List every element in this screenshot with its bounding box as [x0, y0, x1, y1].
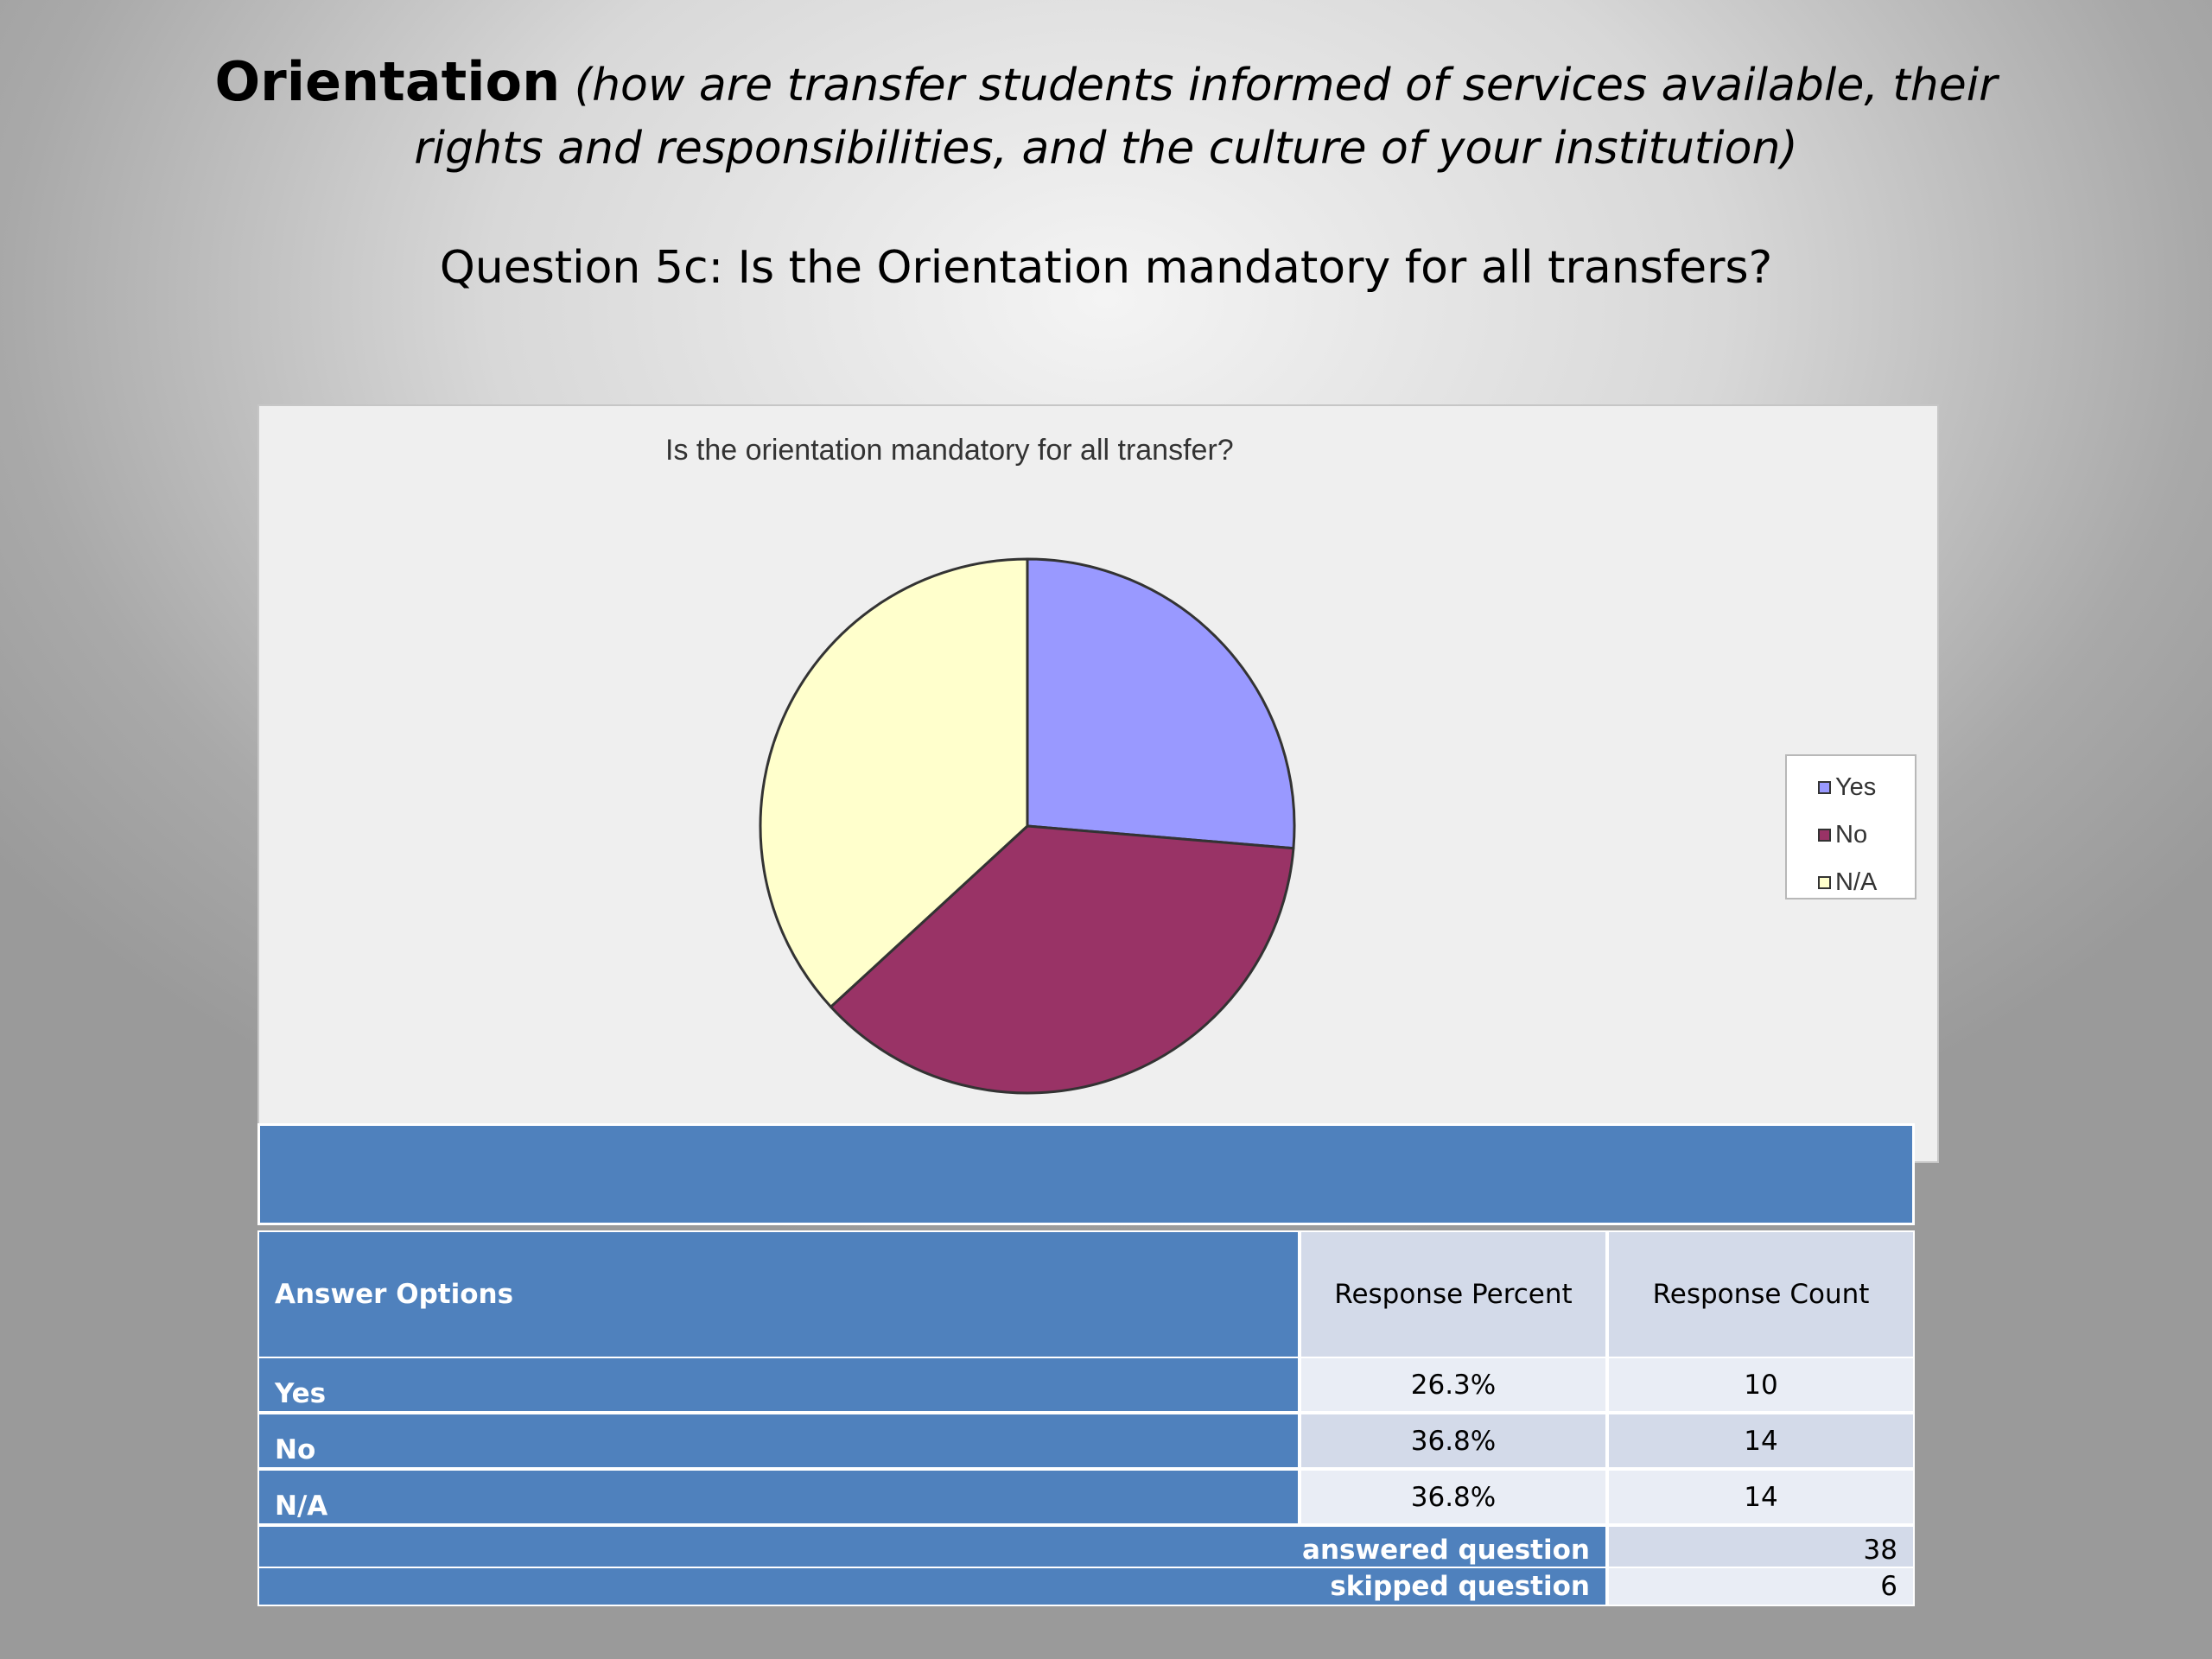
skipped-question-value: 6 — [1607, 1567, 1915, 1606]
pie-slice-yes — [1026, 557, 1296, 850]
row-percent: 26.3% — [1300, 1357, 1607, 1413]
row-option-text: Yes — [275, 1377, 327, 1409]
slide-title-subtitle: (how are transfer students informed of s… — [414, 60, 1998, 175]
legend-item-yes: Yes — [1818, 770, 1876, 804]
chart-panel — [257, 404, 1939, 1163]
row-option-text: N/A — [275, 1490, 328, 1522]
legend-item-na: N/A — [1818, 865, 1877, 899]
legend-label: Yes — [1835, 772, 1877, 801]
legend-swatch — [1818, 828, 1831, 842]
chart-title: Is the orientation mandatory for all tra… — [665, 434, 1234, 467]
row-percent-text: 26.3% — [1410, 1369, 1497, 1401]
row-option-text: No — [275, 1433, 316, 1465]
pie-slice-na — [759, 557, 1029, 1008]
row-option: No — [257, 1413, 1300, 1469]
header-answer-options: Answer Options — [257, 1230, 1300, 1358]
chart-legend: Yes No N/A — [1785, 754, 1916, 899]
answered-question-value-text: 38 — [1863, 1535, 1897, 1566]
row-percent-text: 36.8% — [1410, 1481, 1497, 1513]
legend-swatch — [1818, 780, 1831, 794]
answered-question-label: answered question — [257, 1525, 1607, 1568]
header-response-percent-text: Response Percent — [1334, 1279, 1573, 1310]
row-option: N/A — [257, 1469, 1300, 1525]
question-text: Question 5c: Is the Orientation mandator… — [439, 242, 1773, 294]
slide-title: Orientation (how are transfer students i… — [173, 50, 2039, 181]
pie-slice-no — [830, 824, 1295, 1095]
header-response-percent: Response Percent — [1300, 1230, 1607, 1358]
answered-question-value: 38 — [1607, 1525, 1915, 1568]
header-response-count-text: Response Count — [1652, 1279, 1870, 1310]
row-percent-text: 36.8% — [1410, 1425, 1497, 1457]
row-option: Yes — [257, 1357, 1300, 1413]
skipped-question-label: skipped question — [257, 1567, 1607, 1606]
row-count: 14 — [1607, 1413, 1915, 1469]
header-response-count: Response Count — [1607, 1230, 1915, 1358]
legend-label: No — [1835, 820, 1868, 849]
header-answer-options-text: Answer Options — [275, 1279, 514, 1310]
table-banner — [257, 1123, 1915, 1225]
row-count: 10 — [1607, 1357, 1915, 1413]
row-count-text: 14 — [1744, 1425, 1778, 1457]
row-count-text: 14 — [1744, 1481, 1778, 1513]
pie-chart — [759, 557, 1296, 1095]
row-count-text: 10 — [1744, 1369, 1778, 1401]
skipped-question-label-text: skipped question — [1330, 1571, 1590, 1602]
legend-label: N/A — [1835, 868, 1878, 896]
skipped-question-value-text: 6 — [1880, 1571, 1897, 1602]
legend-swatch — [1818, 875, 1831, 889]
row-count: 14 — [1607, 1469, 1915, 1525]
answered-question-label-text: answered question — [1302, 1535, 1590, 1566]
row-percent: 36.8% — [1300, 1413, 1607, 1469]
slide-title-main: Orientation — [214, 50, 561, 113]
row-percent: 36.8% — [1300, 1469, 1607, 1525]
legend-item-no: No — [1818, 817, 1867, 852]
